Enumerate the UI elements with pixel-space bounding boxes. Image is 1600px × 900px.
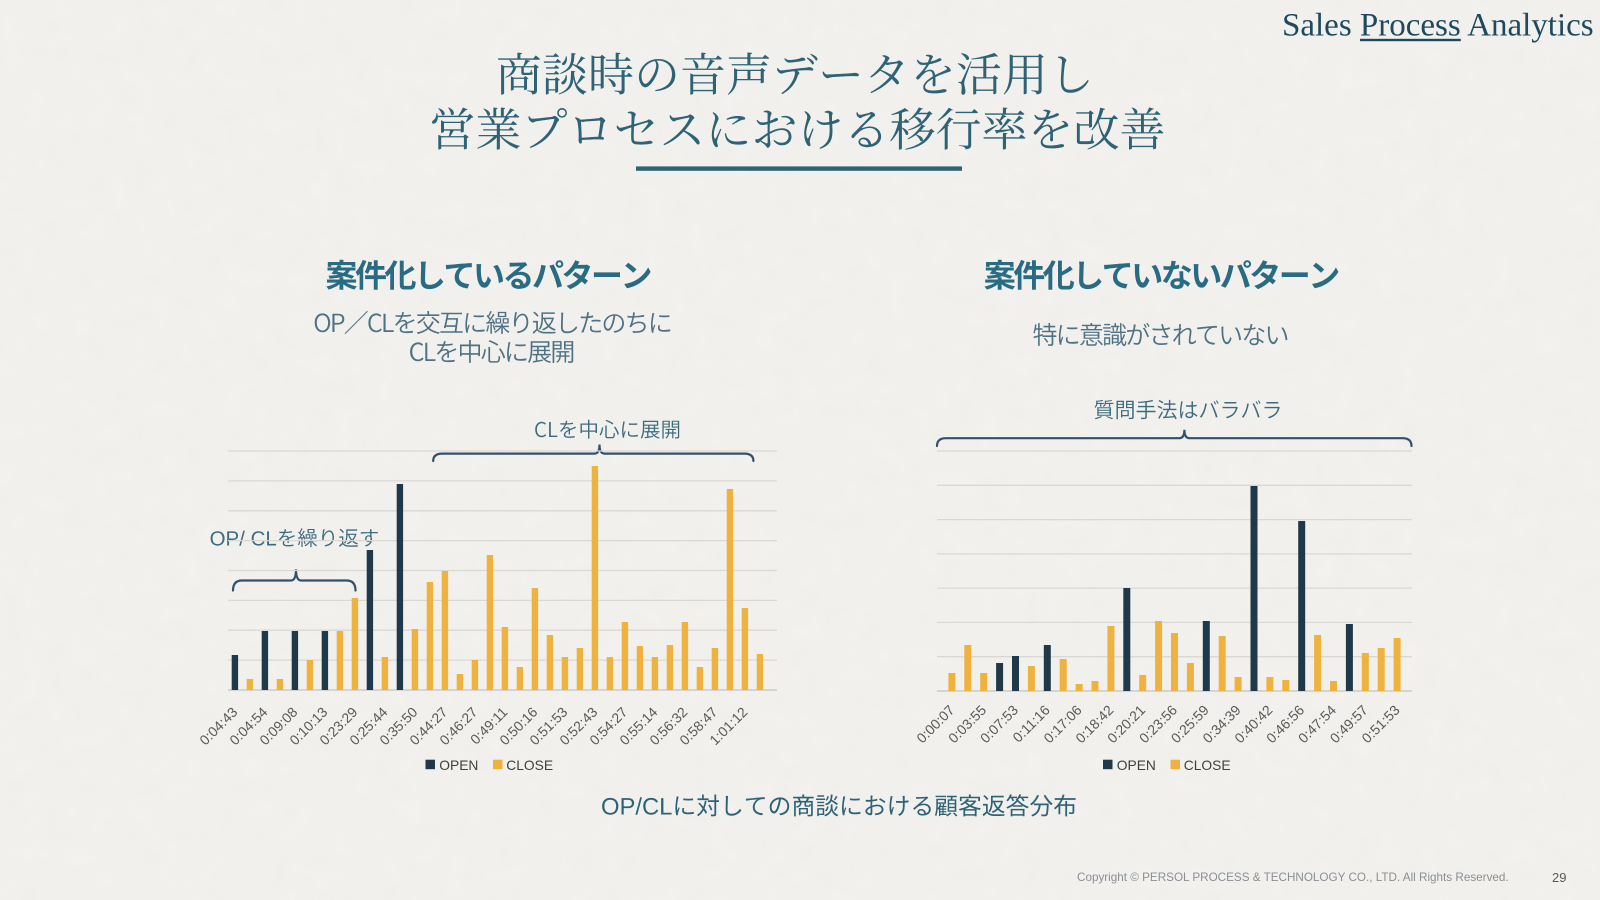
svg-text:CLOSE: CLOSE: [1184, 758, 1231, 773]
svg-text:Sales Process Analytics: Sales Process Analytics: [1282, 8, 1594, 44]
svg-text:OPEN: OPEN: [1117, 758, 1156, 773]
svg-text:OPEN: OPEN: [439, 758, 478, 773]
svg-text:Copyright © PERSOL PROCESS & T: Copyright © PERSOL PROCESS & TECHNOLOGY …: [1077, 871, 1509, 884]
svg-text:CLOSE: CLOSE: [506, 758, 553, 773]
svg-text:29: 29: [1552, 870, 1566, 885]
